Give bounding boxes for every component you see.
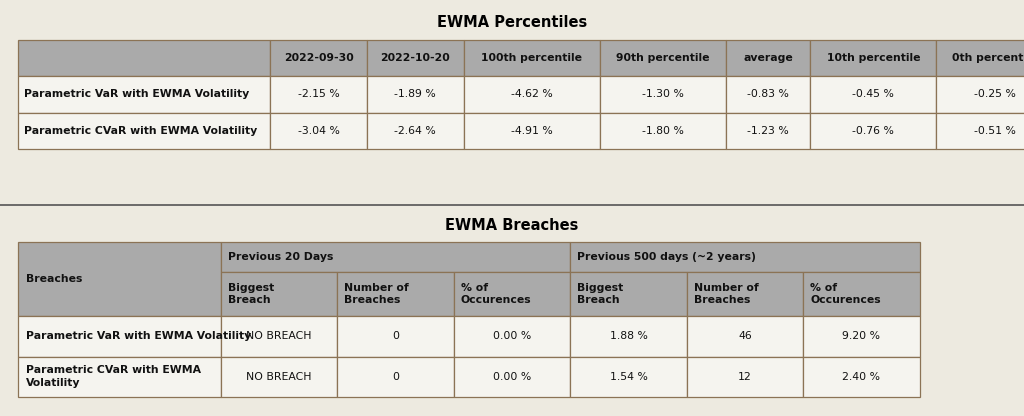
Text: -1.23 %: -1.23 % bbox=[748, 126, 790, 136]
Bar bbox=[18, 40, 270, 76]
Bar bbox=[570, 242, 920, 272]
Text: -0.51 %: -0.51 % bbox=[974, 126, 1016, 136]
Text: -1.30 %: -1.30 % bbox=[642, 89, 684, 99]
Text: 12: 12 bbox=[738, 372, 752, 382]
Text: -1.80 %: -1.80 % bbox=[642, 126, 684, 136]
Text: 9.20 %: 9.20 % bbox=[843, 331, 881, 341]
Bar bbox=[18, 113, 270, 149]
Bar bbox=[600, 40, 726, 76]
Bar bbox=[937, 40, 1024, 76]
Bar bbox=[570, 272, 687, 316]
Bar bbox=[810, 40, 937, 76]
Text: 2.40 %: 2.40 % bbox=[843, 372, 881, 382]
Bar bbox=[937, 113, 1024, 149]
Bar bbox=[803, 316, 920, 357]
Bar bbox=[464, 76, 600, 113]
Bar bbox=[600, 113, 726, 149]
Text: -3.04 %: -3.04 % bbox=[298, 126, 340, 136]
Text: Biggest
Breach: Biggest Breach bbox=[228, 282, 274, 305]
Text: % of
Occurences: % of Occurences bbox=[810, 282, 881, 305]
Bar bbox=[454, 316, 570, 357]
Bar bbox=[687, 272, 803, 316]
Bar bbox=[570, 357, 687, 397]
Bar bbox=[726, 76, 810, 113]
Bar bbox=[337, 272, 454, 316]
Bar bbox=[18, 242, 221, 316]
Bar bbox=[803, 357, 920, 397]
Bar bbox=[454, 357, 570, 397]
Bar bbox=[810, 113, 937, 149]
Bar bbox=[221, 357, 337, 397]
Text: NO BREACH: NO BREACH bbox=[247, 331, 311, 341]
Text: Parametric CVaR with EWMA
Volatility: Parametric CVaR with EWMA Volatility bbox=[26, 366, 201, 388]
Text: -1.89 %: -1.89 % bbox=[394, 89, 436, 99]
Bar bbox=[337, 357, 454, 397]
Text: 0.00 %: 0.00 % bbox=[493, 372, 531, 382]
Bar bbox=[18, 316, 221, 357]
Text: Number of
Breaches: Number of Breaches bbox=[344, 282, 410, 305]
Bar bbox=[270, 113, 367, 149]
Bar bbox=[18, 357, 221, 397]
Text: Parametric VaR with EWMA Volatility: Parametric VaR with EWMA Volatility bbox=[24, 89, 249, 99]
Bar bbox=[810, 76, 937, 113]
Text: Biggest
Breach: Biggest Breach bbox=[578, 282, 624, 305]
Text: 10th percentile: 10th percentile bbox=[826, 53, 920, 63]
Text: Previous 20 Days: Previous 20 Days bbox=[228, 252, 334, 262]
Text: -0.25 %: -0.25 % bbox=[974, 89, 1016, 99]
Text: Previous 500 days (~2 years): Previous 500 days (~2 years) bbox=[578, 252, 757, 262]
Bar bbox=[367, 113, 464, 149]
Bar bbox=[337, 316, 454, 357]
Text: EWMA Breaches: EWMA Breaches bbox=[445, 218, 579, 233]
Text: -2.64 %: -2.64 % bbox=[394, 126, 436, 136]
Bar bbox=[464, 113, 600, 149]
Text: EWMA Percentiles: EWMA Percentiles bbox=[437, 15, 587, 30]
Text: -0.83 %: -0.83 % bbox=[748, 89, 790, 99]
Bar bbox=[270, 40, 367, 76]
Bar bbox=[221, 316, 337, 357]
Bar bbox=[464, 40, 600, 76]
Bar bbox=[367, 76, 464, 113]
Text: -4.62 %: -4.62 % bbox=[511, 89, 553, 99]
Text: % of
Occurences: % of Occurences bbox=[461, 282, 531, 305]
Text: 90th percentile: 90th percentile bbox=[616, 53, 710, 63]
Text: -4.91 %: -4.91 % bbox=[511, 126, 553, 136]
Text: -0.76 %: -0.76 % bbox=[852, 126, 894, 136]
Bar bbox=[937, 76, 1024, 113]
Bar bbox=[18, 76, 270, 113]
Bar bbox=[803, 272, 920, 316]
Text: 46: 46 bbox=[738, 331, 752, 341]
Text: 1.54 %: 1.54 % bbox=[609, 372, 647, 382]
Text: 2022-10-20: 2022-10-20 bbox=[380, 53, 451, 63]
Bar bbox=[726, 113, 810, 149]
Bar bbox=[454, 272, 570, 316]
Bar bbox=[367, 40, 464, 76]
Bar bbox=[221, 272, 337, 316]
Text: -2.15 %: -2.15 % bbox=[298, 89, 339, 99]
Text: -0.45 %: -0.45 % bbox=[852, 89, 894, 99]
Text: 0th percentile: 0th percentile bbox=[951, 53, 1024, 63]
Bar bbox=[726, 40, 810, 76]
Bar bbox=[270, 76, 367, 113]
Text: 0: 0 bbox=[392, 331, 399, 341]
Text: Parametric CVaR with EWMA Volatility: Parametric CVaR with EWMA Volatility bbox=[24, 126, 257, 136]
Text: 100th percentile: 100th percentile bbox=[481, 53, 583, 63]
Bar bbox=[570, 316, 687, 357]
Text: 1.88 %: 1.88 % bbox=[609, 331, 647, 341]
Bar bbox=[687, 316, 803, 357]
Text: 0: 0 bbox=[392, 372, 399, 382]
Text: Number of
Breaches: Number of Breaches bbox=[694, 282, 759, 305]
Text: 2022-09-30: 2022-09-30 bbox=[284, 53, 353, 63]
Text: NO BREACH: NO BREACH bbox=[247, 372, 311, 382]
Text: Breaches: Breaches bbox=[26, 274, 82, 284]
Bar bbox=[687, 357, 803, 397]
Text: Parametric VaR with EWMA Volatility: Parametric VaR with EWMA Volatility bbox=[26, 331, 251, 341]
Text: 0.00 %: 0.00 % bbox=[493, 331, 531, 341]
Bar bbox=[221, 242, 570, 272]
Text: average: average bbox=[743, 53, 793, 63]
Bar bbox=[600, 76, 726, 113]
